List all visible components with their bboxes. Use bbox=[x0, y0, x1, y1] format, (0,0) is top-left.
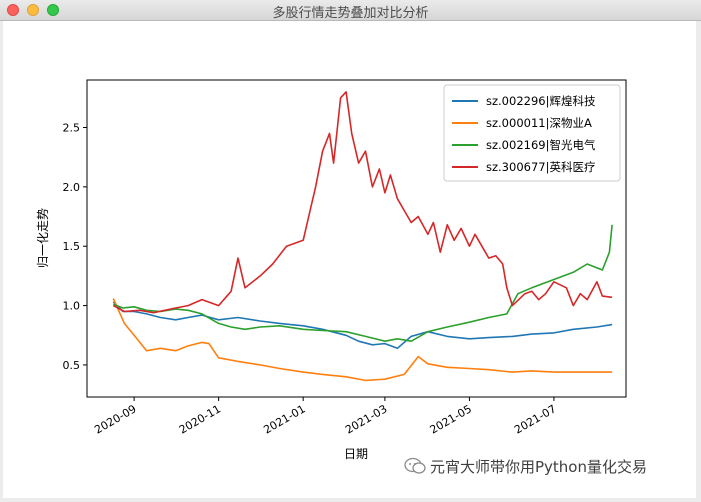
x-axis-label: 日期 bbox=[344, 447, 368, 461]
x-tick-label: 2020-09 bbox=[92, 402, 138, 436]
y-tick-label: 1.5 bbox=[63, 240, 81, 253]
series-lines bbox=[112, 91, 613, 382]
x-tick-label: 2020-11 bbox=[177, 402, 223, 436]
legend-label: sz.002169|智光电气 bbox=[486, 138, 596, 152]
minimize-window-button[interactable] bbox=[27, 4, 39, 16]
legend-box bbox=[443, 84, 621, 182]
series-line-1 bbox=[112, 298, 613, 382]
y-tick-label: 1.0 bbox=[63, 300, 81, 313]
close-window-button[interactable] bbox=[7, 4, 19, 16]
x-tick-label: 2021-07 bbox=[512, 402, 558, 436]
title-bar: 多股行情走势叠加对比分析 bbox=[0, 0, 701, 21]
line-chart: 0.5 1.0 1.5 2.0 2.5 2020-09 2020-11 2021-01 2021… bbox=[36, 79, 627, 461]
wechat-icon bbox=[404, 457, 426, 479]
x-tick-label: 2021-03 bbox=[343, 402, 389, 436]
legend-label: sz.002296|辉煌科技 bbox=[486, 94, 596, 108]
legend: sz.002296|辉煌科技 sz.000011|深物业A sz.002169|智光… bbox=[443, 84, 621, 182]
y-tick-label: 0.5 bbox=[63, 359, 81, 372]
legend-label: sz.000011|深物业A bbox=[486, 116, 592, 130]
y-tick-label: 2.0 bbox=[63, 181, 81, 194]
maximize-window-button[interactable] bbox=[47, 4, 59, 16]
series-line-3 bbox=[112, 91, 613, 314]
legend-label: sz.300677|英科医疗 bbox=[486, 160, 595, 174]
window-title: 多股行情走势叠加对比分析 bbox=[272, 6, 429, 21]
series-line-2 bbox=[113, 224, 613, 342]
watermark-text: 元宵大师带你用Python量化交易 bbox=[430, 458, 647, 476]
x-tick-label: 2021-01 bbox=[261, 402, 307, 436]
y-tick-label: 2.5 bbox=[63, 121, 81, 134]
figure-canvas: 0.5 1.0 1.5 2.0 2.5 2020-09 2020-11 2021-01 2021… bbox=[3, 21, 696, 498]
y-axis-label: 归一化走势 bbox=[36, 208, 50, 268]
x-tick-label: 2021-05 bbox=[428, 402, 474, 436]
series-line-0 bbox=[112, 301, 613, 350]
